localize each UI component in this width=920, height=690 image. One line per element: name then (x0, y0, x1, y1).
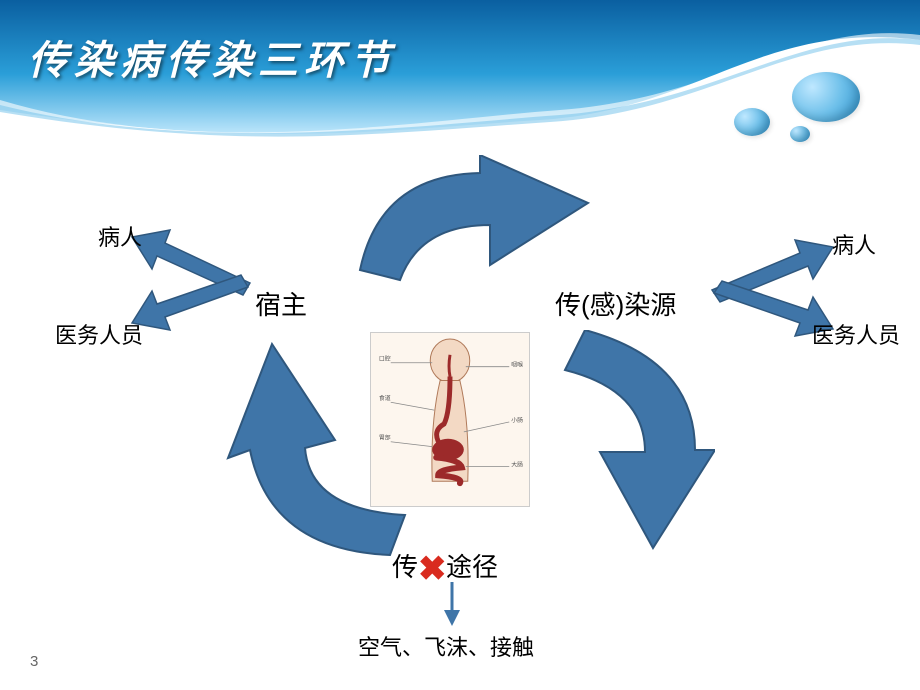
source-branch-top: 病人 (832, 228, 876, 260)
route-down-arrow (444, 582, 460, 626)
host-branch-top: 病人 (98, 220, 142, 252)
anatomy-image: 口腔 食道 胃部 咽喉 小肠 大肠 (370, 332, 530, 507)
route-text-b: 途径 (446, 552, 498, 582)
svg-text:小肠: 小肠 (511, 416, 523, 424)
svg-text:胃部: 胃部 (379, 434, 391, 442)
route-text-a: 传 (392, 552, 418, 582)
page-number: 3 (30, 653, 38, 670)
page-title: 传染病传染三环节 (28, 28, 396, 86)
svg-text:大肠: 大肠 (511, 460, 523, 468)
host-branch-arrows (130, 225, 265, 335)
cross-icon: ✖ (418, 559, 446, 579)
svg-text:咽喉: 咽喉 (511, 361, 523, 369)
water-droplet (792, 72, 860, 122)
cycle-arrow-right (545, 330, 715, 550)
node-source: 传(感)染源 (555, 285, 676, 322)
source-branch-bottom: 医务人员 (812, 318, 900, 350)
water-droplet (734, 108, 770, 136)
water-droplet (790, 126, 810, 142)
svg-text:口腔: 口腔 (379, 355, 391, 363)
svg-text:食道: 食道 (379, 394, 391, 402)
node-route: 传✖途径 (392, 547, 498, 584)
route-detail: 空气、飞沫、接触 (358, 630, 534, 662)
host-branch-bottom: 医务人员 (55, 318, 143, 350)
cycle-arrow-top (340, 155, 590, 290)
